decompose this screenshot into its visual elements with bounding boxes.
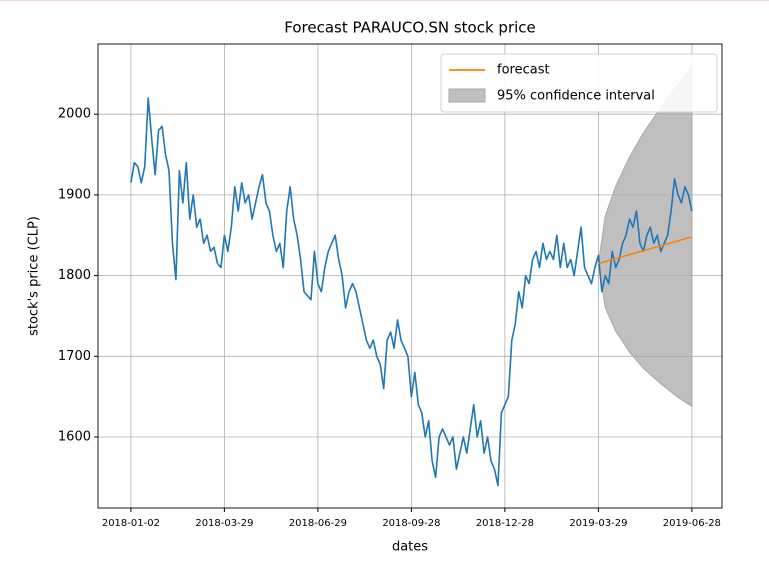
y-tick-label: 1800 [58,268,91,283]
legend-box [440,53,718,113]
y-tick-label: 1600 [58,429,91,444]
series-line [130,97,693,487]
y-tick-label: 2000 [58,107,91,122]
confidence-band [597,65,693,408]
series-line [598,236,693,265]
x-tick-label: 2018-01-02 [102,518,160,529]
plot-frame [97,43,723,509]
legend-label: forecast [497,63,550,78]
x-tick-label: 2018-06-29 [289,518,347,529]
x-tick-label: 2018-03-29 [195,518,253,529]
x-tick-label: 2018-12-28 [476,518,534,529]
y-tick-label: 1700 [58,349,91,364]
legend: forecast 95% confidence interval [440,53,718,113]
y-axis-label: stock's price (CLP) [27,216,42,336]
x-tick-label: 2018-09-28 [382,518,440,529]
legend-label: 95% confidence interval [497,89,655,104]
chart-title: Forecast PARAUCO.SN stock price [284,19,536,37]
x-tick-label: 2019-06-28 [663,518,721,529]
legend-patch [448,88,486,103]
x-tick-label: 2019-03-29 [569,518,627,529]
x-axis-label: dates [392,540,428,555]
y-tick-label: 1900 [58,187,91,202]
